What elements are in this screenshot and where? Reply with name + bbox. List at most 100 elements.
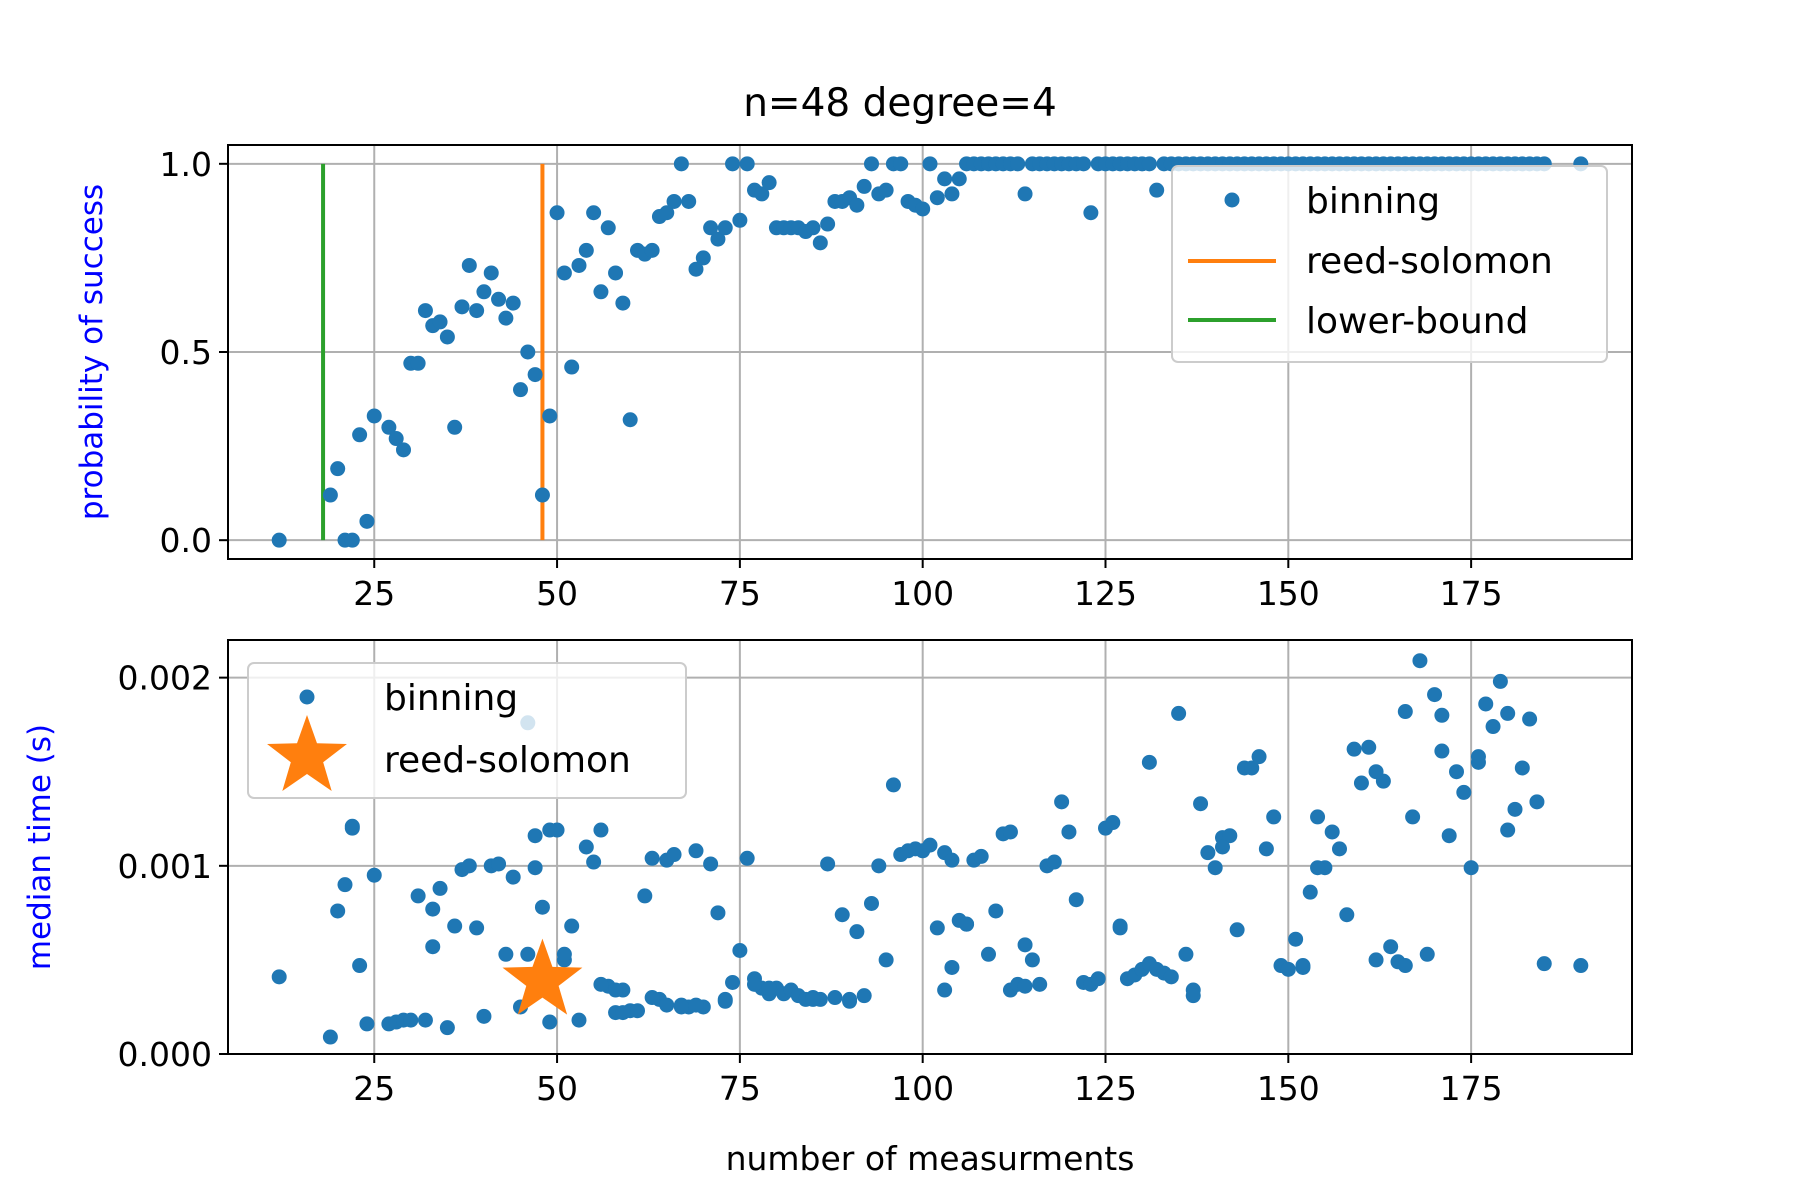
binning-point bbox=[820, 216, 836, 232]
binning-point bbox=[1112, 918, 1128, 934]
binning-point bbox=[820, 856, 836, 872]
binning-point bbox=[688, 261, 704, 277]
binning-point bbox=[951, 171, 967, 187]
binning-point bbox=[732, 212, 748, 228]
binning-point bbox=[439, 1020, 455, 1036]
binning-point bbox=[1185, 988, 1201, 1004]
bottom-x-tick-label: 125 bbox=[1074, 1069, 1137, 1108]
binning-point bbox=[630, 1003, 645, 1019]
binning-point bbox=[637, 888, 653, 904]
binning-point bbox=[1280, 961, 1296, 977]
binning-point bbox=[893, 156, 909, 172]
binning-point bbox=[1368, 764, 1384, 780]
binning-point bbox=[1397, 958, 1413, 974]
binning-point bbox=[447, 419, 463, 435]
bottom-x-tick-label: 175 bbox=[1440, 1069, 1503, 1108]
binning-point bbox=[1010, 156, 1026, 172]
binning-point bbox=[396, 442, 411, 458]
binning-point bbox=[417, 303, 433, 319]
bottom-y-tick-label: 0.002 bbox=[118, 659, 212, 698]
binning-point bbox=[498, 310, 514, 326]
binning-point bbox=[388, 431, 404, 447]
bottom-y-tick-label: 0.001 bbox=[118, 847, 212, 886]
binning-point bbox=[929, 190, 945, 206]
binning-point bbox=[608, 982, 624, 998]
top-y-tick-label: 0.0 bbox=[160, 521, 212, 560]
binning-point bbox=[381, 419, 397, 435]
bottom-legend-frame bbox=[247, 662, 687, 799]
binning-point bbox=[688, 843, 704, 859]
binning-point bbox=[1522, 711, 1538, 727]
binning-point bbox=[864, 895, 879, 911]
legend-binning-marker bbox=[1224, 192, 1240, 208]
binning-point bbox=[513, 382, 528, 398]
binning-point bbox=[871, 858, 887, 874]
top-ticks: 25 50 75 100 125 150 175 0.0 0.5 1.0 bbox=[160, 145, 1503, 613]
binning-point bbox=[885, 777, 901, 793]
binning-point bbox=[1141, 156, 1157, 172]
bottom-panel: 25 50 75 100 125 150 175 0.000 0.001 0.002 median… bbox=[22, 639, 1633, 1178]
binning-point bbox=[717, 220, 733, 236]
binning-point bbox=[1288, 931, 1304, 947]
binning-point bbox=[520, 946, 536, 962]
binning-point bbox=[1017, 186, 1033, 202]
binning-point bbox=[586, 205, 602, 221]
binning-point bbox=[915, 201, 931, 217]
binning-point bbox=[1295, 958, 1311, 974]
binning-point bbox=[1068, 892, 1084, 908]
binning-point bbox=[1397, 704, 1413, 720]
binning-point bbox=[542, 408, 558, 424]
binning-point bbox=[666, 193, 682, 209]
binning-point bbox=[842, 993, 858, 1009]
binning-point bbox=[549, 205, 565, 221]
binning-point bbox=[1200, 845, 1216, 861]
binning-point bbox=[461, 858, 477, 874]
binning-point bbox=[454, 299, 470, 315]
binning-point bbox=[542, 822, 558, 838]
binning-point bbox=[864, 156, 879, 172]
binning-point bbox=[322, 1029, 338, 1045]
top-x-tick-label: 150 bbox=[1257, 574, 1320, 613]
binning-point bbox=[1310, 809, 1326, 825]
top-y-tick-label: 0.5 bbox=[160, 333, 212, 372]
binning-point bbox=[1419, 946, 1435, 962]
binning-point bbox=[710, 905, 726, 921]
binning-point bbox=[1536, 956, 1552, 972]
binning-point bbox=[1492, 673, 1508, 689]
binning-point bbox=[1193, 796, 1209, 812]
binning-point bbox=[659, 997, 675, 1013]
binning-point bbox=[1412, 653, 1428, 669]
binning-point bbox=[432, 314, 448, 330]
binning-point bbox=[417, 1012, 433, 1028]
bottom-x-tick-label: 100 bbox=[891, 1069, 954, 1108]
binning-point bbox=[1076, 156, 1092, 172]
binning-point bbox=[1251, 749, 1267, 765]
binning-point bbox=[498, 946, 514, 962]
binning-point bbox=[1324, 824, 1340, 840]
binning-point bbox=[505, 869, 521, 885]
binning-point bbox=[337, 877, 353, 893]
binning-point bbox=[1573, 958, 1589, 974]
binning-point bbox=[944, 186, 960, 202]
binning-point bbox=[644, 242, 660, 258]
binning-point bbox=[593, 822, 609, 838]
binning-point bbox=[1244, 760, 1260, 776]
binning-point bbox=[666, 847, 682, 863]
binning-point bbox=[403, 1012, 419, 1028]
reed-solomon-star-marker bbox=[502, 938, 583, 1015]
binning-point bbox=[527, 367, 543, 383]
legend-binning-label: binning bbox=[1306, 181, 1440, 222]
binning-point bbox=[739, 850, 755, 866]
binning-point bbox=[469, 303, 485, 319]
binning-point bbox=[352, 958, 368, 974]
binning-point bbox=[469, 920, 485, 936]
binning-point bbox=[834, 907, 850, 923]
binning-point bbox=[410, 355, 426, 371]
binning-point bbox=[1361, 739, 1377, 755]
bottom-y-axis-label: median time (s) bbox=[22, 724, 58, 970]
binning-point bbox=[622, 412, 638, 428]
binning-point bbox=[615, 295, 631, 311]
binning-point bbox=[1478, 696, 1494, 712]
binning-point bbox=[703, 856, 719, 872]
legend-lower-bound-label: lower-bound bbox=[1306, 301, 1528, 342]
